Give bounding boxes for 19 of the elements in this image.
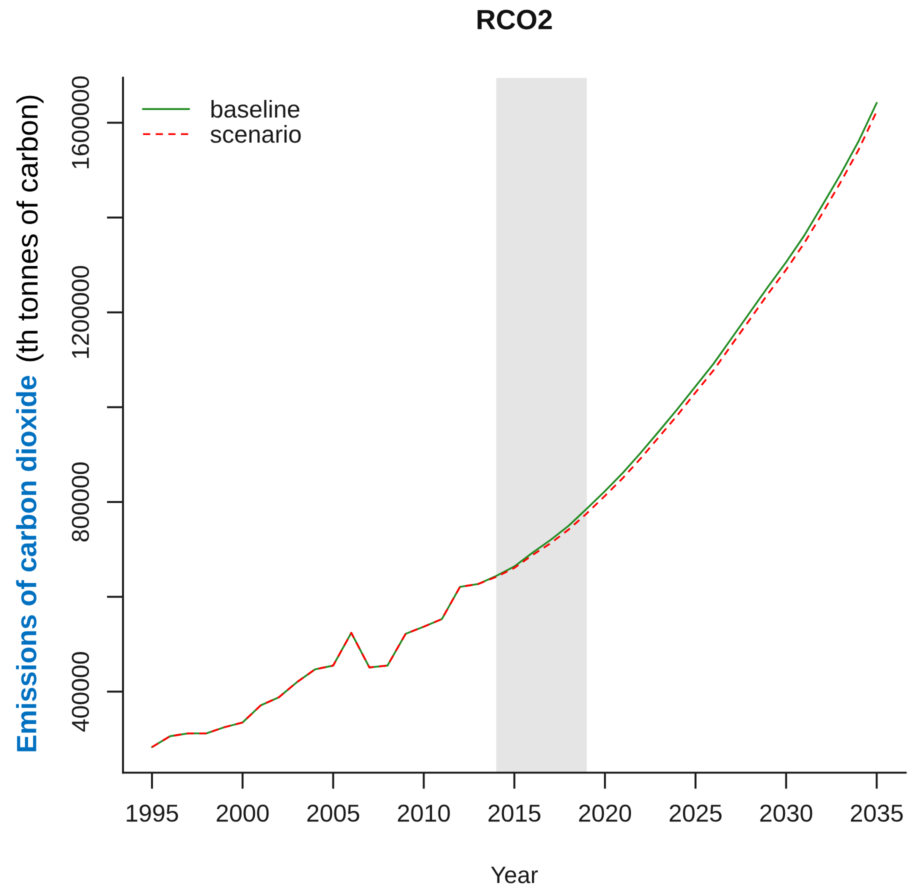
x-tick-label: 1995 <box>126 804 178 822</box>
x-tick-label: 2020 <box>579 804 632 822</box>
y-tick-label: 800000 <box>72 462 90 542</box>
y-tick-label: 1600000 <box>72 76 90 168</box>
text: (th tonnes of carbon) <box>16 96 44 362</box>
x-tick-label: 2035 <box>850 804 903 822</box>
x-tick-label: 2025 <box>670 804 722 822</box>
x-tick-label: 2005 <box>307 804 360 822</box>
x-tick-label: 2010 <box>398 804 450 822</box>
x-tick-label: 2030 <box>760 804 812 822</box>
y-tick-label: 1200000 <box>72 266 90 358</box>
legend-label: scenario <box>210 125 301 143</box>
x-tick-label: 2015 <box>488 804 540 822</box>
x-axis-title: Year <box>491 866 538 884</box>
y-tick-label: 400000 <box>72 652 90 732</box>
chart-title: RCO2 <box>478 10 552 30</box>
x-tick-label: 2000 <box>216 804 269 822</box>
y-axis-title: Emissions of carbon dioxide <box>16 376 36 752</box>
legend-label: baseline <box>211 100 300 118</box>
